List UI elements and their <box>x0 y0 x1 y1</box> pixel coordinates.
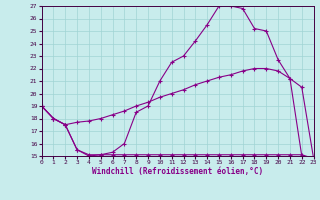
X-axis label: Windchill (Refroidissement éolien,°C): Windchill (Refroidissement éolien,°C) <box>92 167 263 176</box>
